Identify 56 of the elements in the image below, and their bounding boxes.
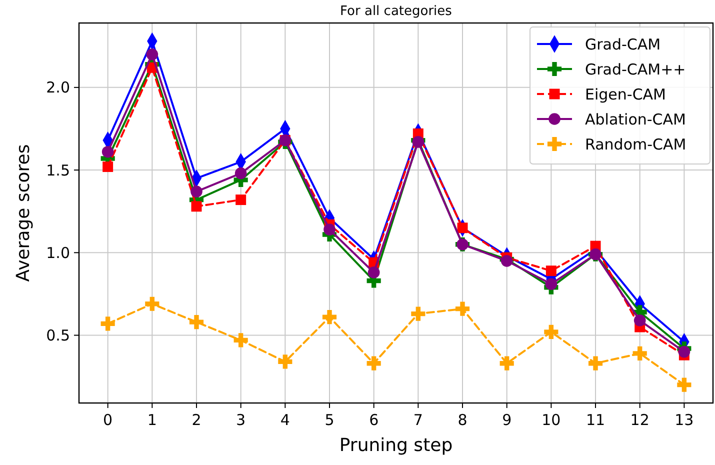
- point: [278, 354, 292, 369]
- point: [457, 222, 468, 234]
- legend-label: Grad-CAM: [585, 35, 661, 54]
- y-axis-title: Average scores: [13, 144, 34, 282]
- point: [678, 346, 690, 358]
- legend-label: Ablation-CAM: [585, 110, 686, 128]
- legend-label: Random-CAM: [585, 135, 686, 154]
- point: [189, 315, 204, 330]
- x-tick-label: 9: [502, 411, 512, 429]
- x-tick-label: 10: [542, 411, 561, 429]
- x-tick-label: 4: [280, 411, 290, 429]
- y-tick-label: 0.5: [46, 326, 70, 345]
- x-tick-label: 1: [147, 411, 157, 429]
- x-tick-label: 6: [369, 411, 379, 429]
- point: [102, 161, 114, 172]
- point: [146, 48, 158, 60]
- legend-label: Grad-CAM++: [585, 60, 686, 78]
- chart-title: For all categories: [340, 4, 452, 19]
- point: [191, 201, 202, 212]
- point: [100, 316, 115, 331]
- point: [546, 266, 556, 276]
- x-tick-label: 13: [674, 411, 694, 429]
- point: [234, 333, 248, 348]
- point: [544, 324, 558, 339]
- legend-label: Eigen-CAM: [585, 85, 666, 104]
- point: [588, 356, 603, 370]
- x-tick-label: 3: [236, 411, 246, 429]
- x-tick-label: 7: [413, 411, 423, 429]
- x-tick-label: 12: [630, 411, 650, 429]
- x-tick-label: 8: [458, 411, 468, 429]
- point: [236, 194, 246, 206]
- point: [234, 167, 247, 180]
- point: [368, 266, 380, 278]
- point: [545, 278, 558, 290]
- x-tick-label: 11: [586, 411, 606, 429]
- point: [500, 255, 513, 267]
- x-tick-label: 0: [103, 411, 113, 429]
- y-tick-label: 2.0: [46, 78, 70, 97]
- point: [632, 346, 647, 360]
- x-tick-label: 2: [192, 411, 202, 429]
- y-tick-label: 1.5: [46, 161, 70, 180]
- point: [677, 378, 692, 392]
- point: [455, 302, 470, 316]
- point: [411, 306, 426, 321]
- x-axis-title: Pruning step: [339, 435, 453, 456]
- point: [366, 356, 381, 370]
- point: [102, 146, 114, 158]
- point: [322, 310, 337, 324]
- point: [145, 296, 160, 311]
- point: [190, 186, 202, 198]
- point: [324, 224, 336, 236]
- point: [500, 356, 514, 370]
- point: [634, 314, 646, 326]
- y-tick-label: 1.0: [46, 244, 70, 262]
- x-tick-label: 5: [324, 411, 334, 429]
- point: [412, 136, 424, 148]
